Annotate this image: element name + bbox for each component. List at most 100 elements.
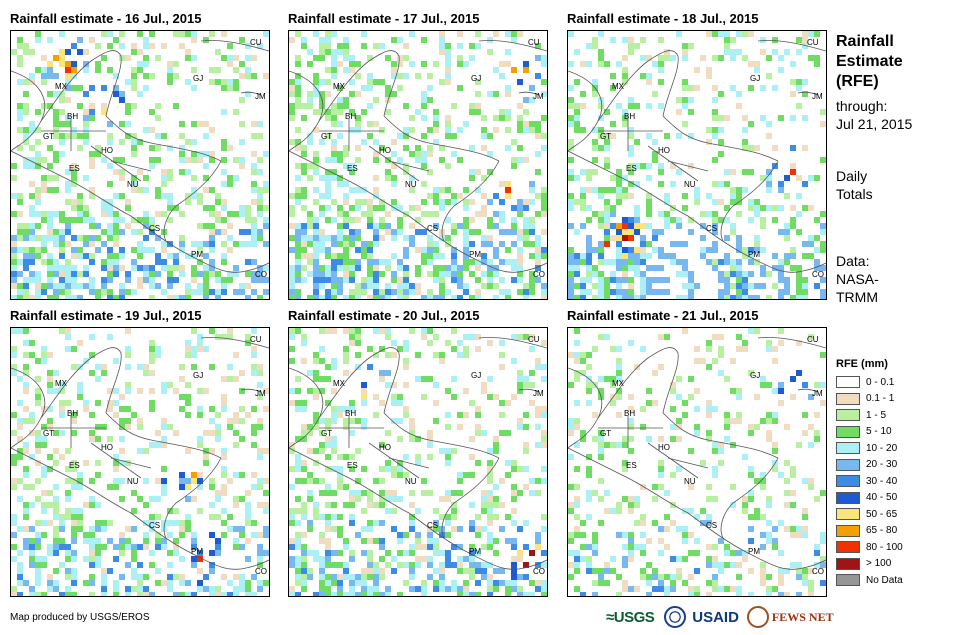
legend-swatch xyxy=(836,458,860,471)
country-label: GT xyxy=(600,132,611,141)
usaid-logo: USAID xyxy=(692,608,739,626)
country-label: NU xyxy=(405,477,417,486)
panel-title-6: Rainfall estimate - 21 Jul., 2015 xyxy=(567,308,759,323)
country-label: GT xyxy=(321,132,332,141)
country-label: CO xyxy=(812,567,824,576)
country-label: NU xyxy=(684,180,696,189)
country-label: HO xyxy=(658,146,670,155)
country-label: CU xyxy=(250,38,262,47)
legend-swatch xyxy=(836,376,860,389)
country-label: CO xyxy=(255,270,267,279)
panel-title-5: Rainfall estimate - 20 Jul., 2015 xyxy=(288,308,480,323)
rain-grid xyxy=(289,328,547,596)
country-label: GJ xyxy=(750,74,760,83)
legend-label: 1 - 5 xyxy=(866,409,887,421)
country-label: GJ xyxy=(471,74,481,83)
legend-label: No Data xyxy=(866,574,903,586)
rain-grid xyxy=(289,31,547,299)
country-label: CS xyxy=(706,224,717,233)
legend-row: 80 - 100 xyxy=(836,539,903,556)
country-label: CS xyxy=(706,521,717,530)
legend-label: 50 - 65 xyxy=(866,508,898,520)
legend-swatch xyxy=(836,491,860,504)
country-label: HO xyxy=(379,443,391,452)
country-label: CU xyxy=(250,335,262,344)
country-label: PM xyxy=(748,547,760,556)
panel-title-3: Rainfall estimate - 18 Jul., 2015 xyxy=(567,11,759,26)
legend-swatch xyxy=(836,541,860,554)
country-label: HO xyxy=(658,443,670,452)
country-label: ES xyxy=(347,164,358,173)
country-label: CU xyxy=(528,38,540,47)
legend-label: 30 - 40 xyxy=(866,475,898,487)
country-label: GJ xyxy=(471,371,481,380)
legend-label: 65 - 80 xyxy=(866,525,898,537)
legend-swatch xyxy=(836,508,860,521)
country-label: BH xyxy=(624,112,635,121)
panel-title-4: Rainfall estimate - 19 Jul., 2015 xyxy=(10,308,202,323)
legend-swatch xyxy=(836,392,860,405)
legend-swatch xyxy=(836,442,860,455)
country-label: BH xyxy=(345,409,356,418)
legend-row: 40 - 50 xyxy=(836,490,903,507)
logo-strip: ≈USGS USAID FEWS NET xyxy=(606,603,834,631)
legend-row: 10 - 20 xyxy=(836,440,903,457)
legend: RFE (mm) 0 - 0.1 0.1 - 1 1 - 5 5 - 10 10 - 2… xyxy=(836,358,903,589)
country-label: PM xyxy=(469,250,481,259)
legend-label: 20 - 30 xyxy=(866,459,898,471)
country-label: MX xyxy=(612,82,625,91)
map-svg-6: CU MX GJ JM BH GT HO ES NU CS PM CO xyxy=(568,328,826,596)
legend-swatch xyxy=(836,409,860,422)
country-label: GJ xyxy=(193,74,203,83)
country-label: ES xyxy=(347,461,358,470)
country-label: CO xyxy=(812,270,824,279)
legend-swatch xyxy=(836,574,860,587)
map-svg-1: CU MX GJ JM BH GT HO ES NU CS PM CO xyxy=(11,31,269,299)
legend-row: 0 - 0.1 xyxy=(836,374,903,391)
legend-label: 40 - 50 xyxy=(866,492,898,504)
country-label: ES xyxy=(626,461,637,470)
legend-swatch xyxy=(836,557,860,570)
legend-label: 80 - 100 xyxy=(866,541,903,553)
legend-label: 10 - 20 xyxy=(866,442,898,454)
country-label: GT xyxy=(43,132,54,141)
usgs-logo: ≈USGS xyxy=(606,608,655,626)
legend-title: RFE (mm) xyxy=(836,358,888,370)
legend-label: 0.1 - 1 xyxy=(866,393,895,405)
legend-row: 1 - 5 xyxy=(836,407,903,424)
country-label: GJ xyxy=(750,371,760,380)
country-label: JM xyxy=(255,389,266,398)
country-label: NU xyxy=(405,180,417,189)
rainfall-map-3: CU MX GJ JM BH GT HO ES NU CS PM CO xyxy=(567,30,827,300)
country-label: GT xyxy=(600,429,611,438)
country-label: CO xyxy=(533,567,545,576)
country-label: BH xyxy=(67,112,78,121)
country-label: BH xyxy=(67,409,78,418)
map-svg-5: CU MX GJ JM BH GT HO ES NU CS PM CO xyxy=(289,328,547,596)
country-label: ES xyxy=(626,164,637,173)
legend-swatch xyxy=(836,425,860,438)
map-svg-2: CU MX GJ JM BH GT HO ES NU CS PM CO xyxy=(289,31,547,299)
country-label: HO xyxy=(101,443,113,452)
country-label: GJ xyxy=(193,371,203,380)
country-label: GT xyxy=(43,429,54,438)
legend-swatch xyxy=(836,475,860,488)
legend-row: No Data xyxy=(836,572,903,589)
country-label: CS xyxy=(427,224,438,233)
country-label: CU xyxy=(807,38,819,47)
legend-swatch xyxy=(836,524,860,537)
country-label: CS xyxy=(149,521,160,530)
legend-row: 50 - 65 xyxy=(836,506,903,523)
legend-rows: 0 - 0.1 0.1 - 1 1 - 5 5 - 10 10 - 20 20 - 30 3… xyxy=(836,374,903,589)
rainfall-map-2: CU MX GJ JM BH GT HO ES NU CS PM CO xyxy=(288,30,548,300)
map-svg-3: CU MX GJ JM BH GT HO ES NU CS PM CO xyxy=(568,31,826,299)
legend-row: 20 - 30 xyxy=(836,457,903,474)
country-label: PM xyxy=(748,250,760,259)
legend-label: 5 - 10 xyxy=(866,426,892,438)
panel-title-2: Rainfall estimate - 17 Jul., 2015 xyxy=(288,11,480,26)
country-label: CO xyxy=(255,567,267,576)
country-label: CU xyxy=(528,335,540,344)
country-label: MX xyxy=(55,379,68,388)
legend-row: > 100 xyxy=(836,556,903,573)
country-label: JM xyxy=(533,389,544,398)
